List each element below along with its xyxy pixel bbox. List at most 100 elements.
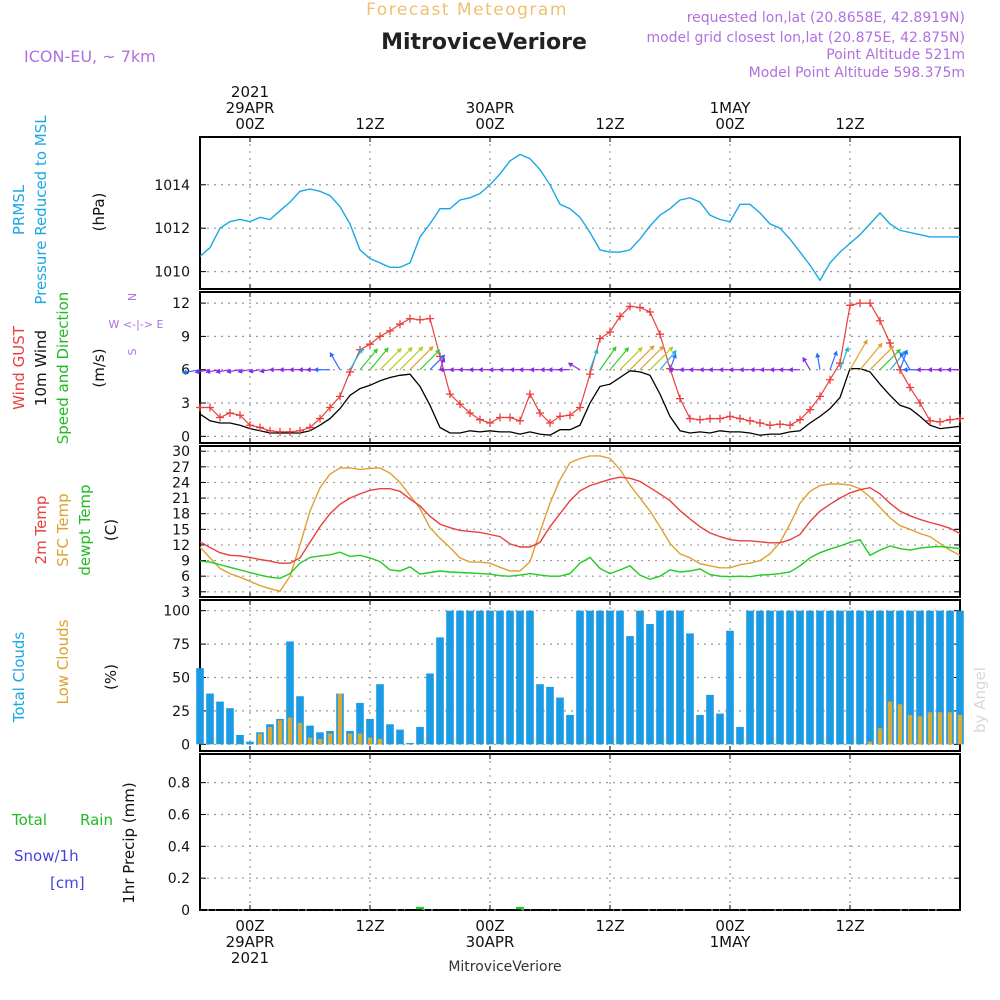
gust-line bbox=[200, 302, 961, 433]
gust-marker bbox=[746, 416, 754, 425]
wind10-line bbox=[199, 367, 961, 436]
gust-marker bbox=[826, 375, 834, 384]
wind-arrow-head bbox=[237, 368, 243, 374]
wind-arrow-head bbox=[518, 367, 524, 373]
total-cloud-bar bbox=[396, 729, 404, 745]
wind-arrow-shaft bbox=[849, 339, 868, 371]
prmsl-panel: 1010 1012 1014 bbox=[154, 136, 961, 290]
total-cloud-bar bbox=[366, 718, 374, 745]
gust-marker bbox=[686, 414, 694, 423]
low-cloud-bar bbox=[887, 701, 893, 745]
wind-arrow-head bbox=[668, 346, 674, 352]
gust-marker bbox=[606, 327, 614, 336]
wind-arrow-head bbox=[372, 348, 378, 354]
total-cloud-bar bbox=[306, 725, 314, 745]
clouds-unit-label: (%) bbox=[102, 664, 120, 690]
gust-marker bbox=[616, 312, 624, 321]
low-cloud-bar bbox=[257, 733, 263, 745]
sfc-temp-label: SFC Temp bbox=[54, 493, 72, 566]
total-cloud-bar bbox=[896, 610, 904, 745]
gust-marker bbox=[726, 412, 734, 421]
wind-arrow-head bbox=[458, 367, 463, 373]
y-tick-label: 27 bbox=[172, 460, 190, 476]
snow-label: Snow/1h bbox=[14, 847, 79, 865]
low-cloud-bar bbox=[337, 693, 343, 745]
low-cloud-bar bbox=[347, 733, 353, 745]
gust-marker bbox=[466, 409, 474, 418]
gust-marker bbox=[576, 403, 584, 412]
y-tick-label: 12 bbox=[172, 538, 190, 554]
wind-arrow-head bbox=[194, 369, 200, 375]
low-cloud-bar bbox=[937, 712, 943, 745]
total-cloud-bar bbox=[686, 633, 694, 745]
gust-marker bbox=[366, 340, 374, 349]
total-cloud-bar bbox=[806, 610, 814, 745]
wind-arrow-head bbox=[435, 349, 441, 355]
total-cloud-bar bbox=[566, 714, 574, 745]
requested-coords: requested lon,lat (20.8658E, 42.8919N) bbox=[687, 10, 965, 26]
wind-arrow-head bbox=[759, 367, 765, 373]
y-tick-label: 15 bbox=[172, 522, 190, 538]
wind-arrow-head bbox=[678, 367, 684, 373]
gust-label: Wind GUST bbox=[10, 325, 28, 410]
gust-marker bbox=[476, 415, 484, 424]
total-cloud-bar bbox=[406, 742, 414, 745]
wind-arrow-head bbox=[428, 346, 434, 352]
low-clouds-label: Low Clouds bbox=[54, 619, 72, 704]
gust-marker bbox=[416, 315, 424, 324]
dewpt-line bbox=[199, 538, 961, 581]
total-cloud-bar bbox=[206, 693, 214, 745]
total-rain-label-b: Rain bbox=[80, 811, 113, 829]
bottom-axis-label: 00Z bbox=[715, 917, 744, 935]
wind-arrow-head bbox=[668, 367, 673, 373]
gust-marker bbox=[626, 302, 634, 311]
total-cloud-bar bbox=[426, 673, 434, 745]
low-cloud-bar bbox=[267, 726, 273, 745]
gust-marker bbox=[206, 403, 214, 412]
wind-arrow-head bbox=[899, 352, 905, 358]
wind-arrow-head bbox=[547, 367, 553, 373]
clouds-panel: 0 25 50 75 100 bbox=[163, 599, 964, 753]
low-cloud-bar bbox=[287, 717, 293, 745]
wind-arrow-shaft bbox=[649, 346, 674, 371]
snow-unit-label: [cm] bbox=[50, 874, 85, 892]
gust-marker bbox=[296, 426, 304, 435]
wind-arrow-head bbox=[895, 348, 901, 354]
dewpt-label: dewpt Temp bbox=[76, 484, 94, 575]
wind-arrow-shaft bbox=[369, 347, 389, 371]
total-cloud-bar bbox=[886, 610, 894, 745]
y-tick-label: 6 bbox=[181, 569, 190, 585]
total-cloud-bar bbox=[606, 610, 614, 745]
total-cloud-bar bbox=[556, 697, 564, 745]
model-name: ICON-EU, ~ 7km bbox=[24, 47, 156, 66]
wind-arrow-shaft bbox=[399, 346, 424, 371]
total-cloud-bar bbox=[956, 610, 964, 745]
total-cloud-bar bbox=[736, 726, 744, 745]
total-cloud-bar bbox=[546, 686, 554, 745]
wind-arrow-head bbox=[698, 367, 704, 373]
total-cloud-bar bbox=[536, 684, 544, 745]
wind-arrow-head bbox=[288, 367, 294, 373]
gust-marker bbox=[636, 303, 644, 312]
low-cloud-bar bbox=[377, 738, 383, 745]
wind-arrow-head bbox=[440, 357, 446, 363]
wind-arrow-head bbox=[305, 367, 311, 373]
wind-arrow-head bbox=[936, 367, 942, 373]
gust-marker bbox=[806, 405, 814, 414]
wind-arrow-head bbox=[215, 368, 221, 375]
wind-arrow-shaft bbox=[599, 346, 617, 371]
total-cloud-bar bbox=[446, 610, 454, 745]
y-tick-label: 1010 bbox=[154, 265, 190, 281]
wind-arrow-shaft bbox=[859, 343, 883, 371]
wind-arrow-head bbox=[788, 367, 793, 373]
wind-arrow-head bbox=[593, 348, 599, 354]
rain-bar bbox=[516, 906, 524, 910]
gust-marker bbox=[546, 419, 554, 428]
top-axis-label: 29APR bbox=[226, 99, 275, 117]
wind-arrow-head bbox=[205, 368, 211, 375]
y-tick-label: 75 bbox=[172, 637, 190, 653]
bottom-axis-label: 00Z bbox=[475, 917, 504, 935]
total-cloud-bar bbox=[796, 610, 804, 745]
